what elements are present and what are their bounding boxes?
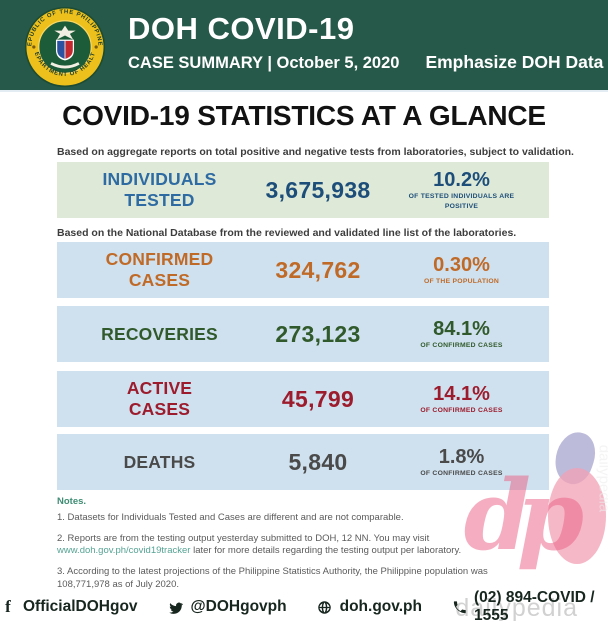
facebook-handle[interactable]: f OfficialDOHgov — [0, 597, 138, 616]
stat-percent: 14.1% — [433, 382, 490, 405]
page-title: COVID-19 STATISTICS AT A GLANCE — [62, 100, 546, 131]
aggregate-reports-note: Based on aggregate reports on total posi… — [57, 146, 574, 158]
stat-value: 3,675,938 — [265, 176, 371, 203]
stat-percent: 84.1% — [433, 317, 490, 340]
stat-value: 324,762 — [275, 256, 361, 283]
website-link[interactable]: doh.gov.ph — [317, 598, 422, 616]
stat-percent-caption: OF TESTED INDIVIDUALS ARE POSITIVE — [408, 193, 515, 210]
twitter-handle[interactable]: @DOHgovph — [168, 598, 287, 616]
facebook-label: OfficialDOHgov — [23, 598, 138, 615]
website-label: doh.gov.ph — [339, 598, 422, 615]
notes-heading: Notes. — [57, 496, 87, 507]
stat-value: 273,123 — [275, 320, 361, 347]
note-1: 1. Datasets for Individuals Tested and C… — [57, 511, 404, 523]
header-tagline: Emphasize DOH Data — [425, 52, 604, 73]
note-3: 3. According to the latest projections o… — [57, 566, 488, 591]
footer-social-bar: f OfficialDOHgov @DOHgovph doh.gov.ph (0… — [0, 589, 608, 625]
doh-seal-logo: REPUBLIC OF THE PHILIPPINES DEPARTMENT O… — [21, 2, 106, 88]
stat-label: CONFIRMED CASES — [105, 249, 214, 290]
header-banner: REPUBLIC OF THE PHILIPPINES DEPARTMENT O… — [0, 0, 608, 92]
phone-icon — [452, 599, 467, 615]
covid-tracker-link[interactable]: www.doh.gov.ph/covid19tracker — [57, 545, 191, 557]
stat-percent-caption: OF CONFIRMED CASES — [420, 406, 503, 414]
notes-section: Notes. 1. Datasets for Individuals Teste… — [57, 496, 542, 592]
stat-percent-caption: OF CONFIRMED CASES — [420, 341, 503, 349]
note-2-text-cont: later for more details regarding the tes… — [190, 545, 462, 557]
stat-percent: 10.2% — [433, 169, 490, 192]
watermark-blob — [548, 468, 606, 564]
hotline-number[interactable]: (02) 894-COVID / 1555 — [452, 589, 608, 625]
stat-percent-caption: OF THE POPULATION — [423, 277, 500, 285]
twitter-label: @DOHgovph — [190, 598, 287, 615]
stat-label: ACTIVE CASES — [126, 378, 193, 419]
globe-icon — [317, 599, 333, 615]
stat-label: DEATHS — [123, 451, 196, 472]
stat-row-recoveries: RECOVERIES 273,123 84.1% OF CONFIRMED CA… — [57, 306, 549, 362]
stat-value: 5,840 — [288, 448, 348, 475]
stat-row-individuals-tested: INDIVIDUALS TESTED 3,675,938 10.2% OF TE… — [57, 162, 549, 218]
stat-value: 45,799 — [281, 385, 355, 412]
stat-label: INDIVIDUALS TESTED — [102, 169, 217, 210]
case-summary-date: CASE SUMMARY | October 5, 2020 — [128, 54, 400, 73]
stat-percent: 1.8% — [438, 445, 485, 468]
stat-row-deaths: DEATHS 5,840 1.8% OF CONFIRMED CASES — [57, 434, 549, 490]
facebook-icon: f — [5, 597, 11, 616]
dailypedia-vertical-watermark: dailypedia — [595, 444, 608, 513]
watermark-blob — [548, 427, 602, 489]
national-database-note: Based on the National Database from the … — [57, 227, 517, 239]
note-2-text: 2. Reports are from the testing output y… — [57, 532, 430, 544]
doh-seal-icon: REPUBLIC OF THE PHILIPPINES DEPARTMENT O… — [21, 2, 106, 88]
app-title: DOH COVID-19 — [128, 11, 355, 46]
stat-percent-caption: OF CONFIRMED CASES — [420, 469, 503, 477]
stat-label: RECOVERIES — [101, 323, 218, 344]
hotline-label: (02) 894-COVID / 1555 — [473, 589, 595, 624]
stat-percent: 0.30% — [433, 253, 490, 276]
stat-row-confirmed-cases: CONFIRMED CASES 324,762 0.30% OF THE POP… — [57, 242, 549, 298]
twitter-icon — [168, 599, 184, 615]
note-2: 2. Reports are from the testing output y… — [57, 533, 542, 559]
stat-row-active-cases: ACTIVE CASES 45,799 14.1% OF CONFIRMED C… — [57, 371, 549, 427]
